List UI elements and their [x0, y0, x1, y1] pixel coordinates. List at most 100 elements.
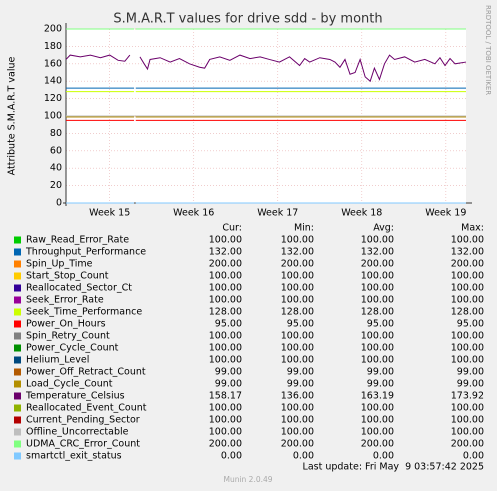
y-tick-label: 20 — [50, 180, 62, 191]
side-label: RRDTOOL / TOBI OETIKER — [484, 5, 492, 95]
legend-swatch — [14, 428, 21, 436]
legend-stat: 95.00 — [367, 319, 394, 330]
legend-stat: 100.00 — [281, 343, 314, 354]
legend-name: Spin_Up_Time — [26, 259, 93, 270]
legend-swatch — [14, 368, 21, 376]
x-tick-label: Week 16 — [173, 208, 214, 219]
legend-stat: 100.00 — [281, 427, 314, 438]
legend-name: Spin_Retry_Count — [26, 331, 110, 342]
x-tick-label: Week 18 — [341, 208, 382, 219]
legend-name: Helium_Level — [26, 355, 89, 366]
legend-stat: 99.00 — [367, 379, 394, 390]
legend-swatch — [14, 296, 21, 304]
y-tick-label: 80 — [50, 128, 62, 139]
legend-stat: 0.00 — [293, 451, 314, 462]
legend-stat: 100.00 — [451, 295, 484, 306]
legend-stat: 200.00 — [209, 259, 242, 270]
legend-stat: 100.00 — [281, 235, 314, 246]
legend-stat: 132.00 — [451, 247, 484, 258]
legend-swatch — [14, 452, 21, 460]
legend-stat: 99.00 — [215, 367, 242, 378]
x-tick-label: Week 19 — [425, 208, 466, 219]
legend-stat: 95.00 — [287, 319, 314, 330]
legend-swatch — [14, 308, 21, 316]
legend-swatch — [14, 284, 21, 292]
legend-stat: 132.00 — [361, 247, 394, 258]
legend-name: Power_Cycle_Count — [26, 343, 119, 354]
legend-stat: 100.00 — [451, 355, 484, 366]
legend-name: Offline_Uncorrectable — [26, 427, 129, 438]
legend-swatch — [14, 440, 21, 448]
legend-stat: 100.00 — [361, 331, 394, 342]
y-tick-label: 160 — [44, 58, 62, 69]
legend-stat: 0.00 — [373, 451, 394, 462]
legend-stat: 200.00 — [451, 439, 484, 450]
legend-swatch — [14, 416, 21, 424]
legend-stat: 100.00 — [281, 271, 314, 282]
legend-stat: 100.00 — [209, 343, 242, 354]
legend-stat: 100.00 — [209, 283, 242, 294]
legend-stat: 158.17 — [209, 391, 242, 402]
legend-stat: 136.00 — [281, 391, 314, 402]
legend-stat: 99.00 — [457, 379, 484, 390]
legend-stat: 200.00 — [209, 439, 242, 450]
legend-column-header: Avg: — [373, 223, 394, 234]
y-tick-label: 140 — [44, 76, 62, 87]
legend-name: smartctl_exit_status — [26, 451, 122, 462]
legend-stat: 100.00 — [281, 403, 314, 414]
y-axis-label: Attribute S.M.A.R.T value — [7, 57, 18, 176]
legend-swatch — [14, 356, 21, 364]
legend-swatch — [14, 392, 21, 400]
legend-name: Start_Stop_Count — [26, 271, 109, 282]
legend-name: Raw_Read_Error_Rate — [26, 235, 129, 246]
y-tick-label: 200 — [44, 24, 62, 35]
legend-stat: 200.00 — [281, 439, 314, 450]
legend-name: Power_Off_Retract_Count — [26, 367, 146, 378]
legend-stat: 128.00 — [361, 307, 394, 318]
legend-stat: 100.00 — [209, 355, 242, 366]
y-tick-label: 0 — [56, 198, 62, 209]
legend-name: UDMA_CRC_Error_Count — [26, 439, 140, 450]
legend-swatch — [14, 404, 21, 412]
legend-stat: 100.00 — [451, 343, 484, 354]
legend-name: Temperature_Celsius — [25, 391, 125, 402]
legend-swatch — [14, 248, 21, 256]
legend-stat: 100.00 — [209, 415, 242, 426]
x-tick-label: Week 15 — [89, 208, 130, 219]
legend-stat: 100.00 — [361, 343, 394, 354]
legend-stat: 128.00 — [451, 307, 484, 318]
legend-stat: 132.00 — [281, 247, 314, 258]
legend-swatch — [14, 332, 21, 340]
legend-column-header: Cur: — [222, 223, 242, 234]
legend-stat: 100.00 — [361, 295, 394, 306]
legend-stat: 100.00 — [281, 331, 314, 342]
legend-stat: 0.00 — [221, 451, 242, 462]
y-tick-label: 100 — [44, 111, 62, 122]
legend-stat: 200.00 — [281, 259, 314, 270]
legend-stat: 100.00 — [361, 235, 394, 246]
legend-name: Power_On_Hours — [26, 319, 106, 330]
legend-stat: 128.00 — [209, 307, 242, 318]
legend-stat: 99.00 — [367, 367, 394, 378]
legend-swatch — [14, 380, 21, 388]
legend-stat: 100.00 — [281, 283, 314, 294]
legend-stat: 95.00 — [215, 319, 242, 330]
legend-name: Seek_Time_Performance — [26, 307, 142, 318]
legend-stat: 200.00 — [361, 259, 394, 270]
legend-stat: 100.00 — [451, 271, 484, 282]
legend-stat: 100.00 — [209, 271, 242, 282]
legend-stat: 100.00 — [361, 271, 394, 282]
legend-stat: 100.00 — [209, 427, 242, 438]
legend-swatch — [14, 236, 21, 244]
legend-name: Load_Cycle_Count — [26, 379, 113, 390]
legend-stat: 100.00 — [361, 283, 394, 294]
legend-stat: 100.00 — [361, 403, 394, 414]
legend-stat: 100.00 — [281, 415, 314, 426]
legend-stat: 128.00 — [281, 307, 314, 318]
legend-stat: 99.00 — [287, 367, 314, 378]
legend-stat: 100.00 — [451, 403, 484, 414]
legend-name: Current_Pending_Sector — [26, 415, 140, 426]
legend-stat: 100.00 — [281, 355, 314, 366]
legend-swatch — [14, 272, 21, 280]
